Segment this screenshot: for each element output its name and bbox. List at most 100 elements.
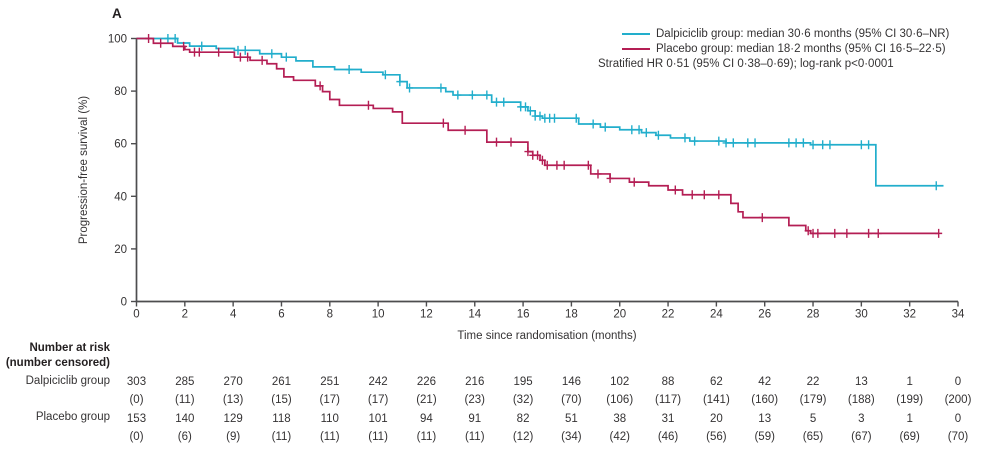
x-tick-label: 2 [182, 309, 188, 321]
censor-mark [935, 228, 943, 238]
x-axis-title: Time since randomisation (months) [457, 330, 637, 342]
censor-mark [606, 173, 614, 183]
risk-at-risk-value: 146 [561, 376, 581, 388]
censor-mark [857, 140, 865, 150]
risk-at-risk-value: 1 [906, 376, 913, 388]
censor-mark [729, 138, 737, 148]
risk-at-risk-value: 101 [368, 412, 388, 425]
risk-censored-value: (70) [947, 430, 969, 443]
censor-mark [814, 228, 822, 238]
risk-at-risk-value: 261 [271, 376, 292, 388]
risk-at-risk-value: 22 [806, 376, 820, 388]
y-tick-label: 100 [108, 34, 127, 46]
censor-mark [282, 52, 290, 62]
risk-cell: 216 (23) [450, 373, 500, 410]
risk-censored-value: (32) [512, 394, 534, 407]
x-tick-label: 30 [855, 309, 868, 321]
risk-at-risk-value: 118 [272, 412, 291, 425]
risk-at-risk-value: 91 [468, 412, 482, 425]
y-tick-label: 20 [114, 244, 127, 256]
x-tick-label: 8 [327, 309, 333, 321]
risk-cell: 62 (141) [691, 373, 741, 410]
censor-mark [553, 160, 561, 170]
censor-mark [630, 177, 638, 187]
censor-mark [691, 136, 699, 146]
censor-mark [589, 119, 597, 129]
risk-at-risk-value: 102 [610, 376, 630, 388]
y-tick-label: 40 [114, 191, 127, 203]
censor-mark [198, 41, 206, 51]
censor-mark [145, 34, 153, 43]
censor-mark [572, 113, 580, 123]
risk-cell: 22 (179) [788, 373, 838, 410]
censor-mark [681, 133, 689, 143]
censor-mark [751, 138, 759, 148]
censor-mark [671, 185, 679, 195]
censor-mark [744, 138, 752, 148]
censor-mark [792, 138, 800, 148]
risk-cell: 251 (17) [305, 373, 355, 410]
risk-cell: 195 (32) [498, 373, 548, 410]
risk-cell: 261 (15) [256, 373, 306, 410]
censor-mark [234, 45, 242, 55]
risk-at-risk-value: 251 [320, 376, 340, 388]
risk-at-risk-value: 3 [858, 412, 865, 425]
censor-mark [865, 228, 873, 238]
censor-mark [594, 169, 602, 179]
censor-mark [437, 83, 445, 93]
censor-mark [493, 137, 501, 147]
km-curve-placebo [136, 37, 939, 235]
x-tick-label: 28 [807, 309, 820, 321]
risk-cell: 82 (12) [498, 410, 548, 447]
risk-censored-value: (23) [464, 394, 485, 407]
risk-cell: 42 (160) [740, 373, 790, 410]
risk-censored-value: (11) [416, 430, 437, 443]
risk-at-risk-value: 1 [906, 412, 913, 425]
risk-at-risk-value: 62 [709, 376, 723, 388]
risk-censored-value: (179) [799, 394, 827, 407]
risk-censored-value: (13) [222, 394, 244, 407]
risk-cell: 0 (70) [933, 410, 982, 447]
risk-censored-value: (106) [606, 394, 634, 407]
censor-mark [195, 47, 203, 57]
risk-cell: 303 (0) [112, 373, 162, 410]
censor-mark [461, 125, 469, 135]
risk-at-risk-value: 0 [954, 412, 962, 425]
risk-censored-value: (17) [367, 394, 389, 407]
risk-censored-value: (12) [512, 430, 534, 443]
risk-at-risk-value: 13 [854, 376, 868, 388]
censor-mark [932, 181, 940, 191]
x-tick-label: 18 [565, 309, 578, 321]
risk-at-risk-value: 242 [368, 376, 388, 388]
risk-cell: 0 (200) [933, 373, 982, 410]
risk-cell: 101 (11) [353, 410, 403, 447]
risk-at-risk-value: 285 [175, 376, 195, 388]
risk-cell: 118 (11) [256, 410, 306, 447]
censor-mark [700, 190, 708, 200]
censor-mark [831, 228, 839, 238]
y-tick-label: 80 [114, 86, 127, 98]
censor-mark [215, 47, 223, 57]
y-tick-label: 0 [121, 297, 127, 309]
risk-at-risk-value: 82 [516, 412, 530, 425]
legend-entry-placebo: Placebo group: median 18·2 months (95% C… [656, 42, 946, 55]
risk-at-risk-value: 226 [416, 376, 437, 388]
censor-mark [715, 190, 723, 200]
y-axis-title: Progression-free survival (%) [78, 95, 90, 245]
x-tick-label: 4 [230, 309, 237, 321]
risk-censored-value: (9) [226, 430, 241, 443]
risk-cell: 20 (56) [691, 410, 741, 447]
x-tick-label: 0 [133, 309, 139, 321]
risk-cell: 88 (117) [643, 373, 693, 410]
x-tick-label: 12 [420, 309, 433, 321]
axis-lines [135, 38, 958, 303]
risk-censored-value: (200) [944, 394, 972, 407]
censor-mark [536, 111, 544, 121]
risk-censored-value: (11) [368, 430, 388, 443]
censor-mark [493, 97, 501, 107]
x-tick-label: 10 [372, 309, 385, 321]
risk-cell: 13 (59) [740, 410, 790, 447]
censor-mark [715, 136, 723, 146]
legend-entry-dalpiciclib: Dalpiciclib group: median 30·6 months (9… [656, 27, 950, 40]
censor-mark [534, 150, 542, 160]
